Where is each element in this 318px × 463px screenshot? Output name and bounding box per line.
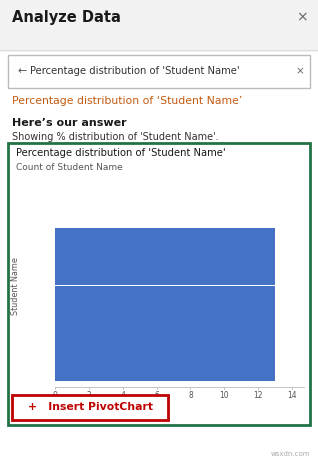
Text: +   Insert PivotChart: + Insert PivotChart bbox=[27, 402, 153, 413]
Bar bbox=[0, 0, 318, 52]
Text: Here’s our answer: Here’s our answer bbox=[12, 118, 127, 128]
Text: Count of Student Name: Count of Student Name bbox=[16, 163, 123, 172]
Text: 2: 2 bbox=[86, 391, 91, 400]
Text: Student Name: Student Name bbox=[11, 257, 20, 315]
Bar bbox=[55, 266, 275, 285]
Text: 0: 0 bbox=[52, 391, 58, 400]
Bar bbox=[55, 305, 275, 324]
Bar bbox=[55, 343, 275, 362]
Text: 10: 10 bbox=[219, 391, 229, 400]
Text: Percentage distribution of 'Student Name': Percentage distribution of 'Student Name… bbox=[16, 148, 226, 158]
Text: wsxdn.com: wsxdn.com bbox=[271, 451, 310, 457]
FancyBboxPatch shape bbox=[8, 55, 310, 88]
Text: ×: × bbox=[296, 10, 308, 24]
Bar bbox=[55, 286, 275, 305]
Text: Showing % distribution of 'Student Name'.: Showing % distribution of 'Student Name'… bbox=[12, 132, 219, 142]
Bar bbox=[55, 324, 275, 343]
Text: ←: ← bbox=[18, 67, 27, 76]
Text: ×: × bbox=[295, 67, 304, 76]
Text: 14: 14 bbox=[287, 391, 297, 400]
Bar bbox=[55, 228, 275, 247]
Text: 12: 12 bbox=[253, 391, 263, 400]
Text: Percentage distribution of 'Student Name': Percentage distribution of 'Student Name… bbox=[30, 67, 240, 76]
Bar bbox=[55, 363, 275, 382]
Bar bbox=[55, 247, 275, 266]
FancyBboxPatch shape bbox=[12, 395, 168, 420]
Text: 8: 8 bbox=[188, 391, 193, 400]
Text: 6: 6 bbox=[154, 391, 159, 400]
Text: Percentage distribution of ‘Student Name’: Percentage distribution of ‘Student Name… bbox=[12, 96, 242, 106]
FancyBboxPatch shape bbox=[8, 143, 310, 425]
Text: Analyze Data: Analyze Data bbox=[12, 10, 121, 25]
Text: 4: 4 bbox=[120, 391, 125, 400]
